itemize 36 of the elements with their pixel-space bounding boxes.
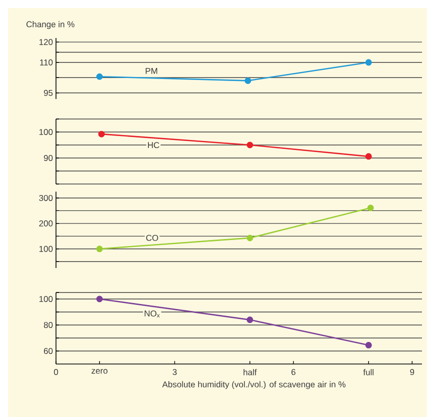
point [365,59,372,66]
series-label: PM [146,68,158,74]
point [244,77,252,84]
x-tick-label: 3 [172,369,177,376]
y-tick-label: 120 [39,39,53,46]
x-tick-label: 9 [410,369,414,376]
y-tick-label: 90 [44,154,53,161]
x-axis-title: Absolute humidity (vol./vol.) of scavenge air in % [162,381,346,390]
y-tick-label: 100 [39,246,53,252]
x-tick-label: zero [92,369,108,374]
point [246,316,254,324]
x-tick-label: 6 [291,369,296,376]
x-tick-label: full [363,369,374,376]
y-tick-label: 100 [39,128,53,135]
y-tick-label: 60 [44,348,53,354]
x-tick-label: 0 [54,369,58,376]
point [365,153,372,160]
y-tick-label: 80 [44,322,53,328]
y-tick-label: 100 [39,296,53,302]
y-tick-label: 95 [44,90,53,96]
series-label: NO$_{x}$ [144,310,160,318]
point [96,296,103,302]
y-axis-title: Change in % [26,21,74,29]
y-tick-label: 110 [40,59,53,66]
point [367,204,374,212]
y-tick-label: 300 [39,194,53,201]
point [98,130,105,138]
series-label: CO [146,234,158,241]
x-tick-label: half [244,369,257,376]
point [246,234,254,242]
point [96,73,103,80]
series-label: HC [148,142,160,148]
point [246,142,254,148]
point [365,342,372,348]
y-tick-label: 200 [39,220,53,226]
point [96,246,103,252]
